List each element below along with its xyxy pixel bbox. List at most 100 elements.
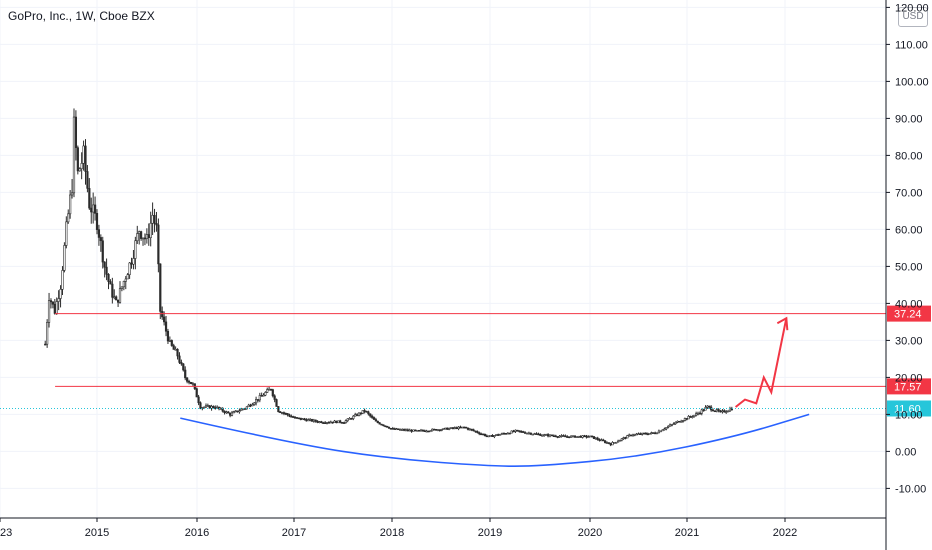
candle-body: [680, 420, 683, 423]
candle-body: [523, 432, 527, 434]
candle-body: [459, 426, 462, 429]
candle-body: [57, 298, 60, 302]
candle-body: [105, 266, 108, 275]
candle-body: [431, 428, 434, 432]
candle-body: [74, 116, 78, 148]
candle-body: [84, 145, 87, 172]
rounding-bottom-arc: [180, 413, 810, 468]
y-tick-label: -10.00: [895, 483, 926, 495]
candle-body: [344, 420, 347, 423]
candle-body: [292, 416, 295, 418]
candle-body: [153, 214, 156, 224]
candle-body: [652, 432, 655, 434]
candle-body: [708, 405, 711, 408]
candle-body: [168, 340, 171, 342]
candle-body: [346, 418, 349, 421]
candle-body: [451, 427, 455, 429]
candle-body: [63, 245, 66, 271]
candle-body: [657, 430, 661, 434]
candle-body: [320, 421, 323, 423]
candle-body: [605, 442, 609, 444]
candle-body: [502, 433, 506, 435]
candle-body: [130, 262, 133, 265]
candle-body: [189, 382, 193, 385]
candle-body: [663, 428, 666, 431]
candle-body: [650, 432, 653, 434]
candle-body: [49, 300, 53, 303]
candle-body: [247, 404, 250, 408]
candle-body: [145, 234, 148, 239]
candle-body: [414, 429, 417, 432]
candle-body: [90, 207, 93, 213]
candle-body: [577, 435, 580, 438]
candle-body: [210, 406, 213, 409]
candle-body: [46, 322, 49, 345]
candle-body: [318, 421, 321, 423]
candle-body: [236, 410, 239, 413]
price-label: 37.24: [894, 309, 922, 321]
candle-body: [348, 418, 351, 420]
candle-body: [560, 435, 563, 437]
candle-body: [70, 192, 74, 196]
y-tick-label: 10.00: [895, 409, 923, 421]
candle-body: [187, 381, 191, 383]
candle-body: [195, 388, 198, 398]
candle-body: [65, 221, 68, 246]
candle-body: [618, 439, 622, 442]
x-tick-label: 2015: [85, 527, 109, 539]
candle-body: [219, 408, 222, 410]
candle-body: [631, 434, 635, 437]
candle-body: [516, 429, 519, 432]
candle-body: [115, 296, 118, 301]
candle-body: [126, 274, 129, 280]
candle-body: [212, 406, 215, 408]
candle-body: [107, 274, 110, 282]
candle-body: [676, 420, 679, 423]
x-tick-label: 2016: [185, 527, 209, 539]
candle-body: [395, 428, 398, 431]
candle-body: [706, 405, 709, 408]
x-tick-label: 2018: [380, 527, 404, 539]
candle-body: [387, 427, 391, 429]
y-tick-label: 40.00: [895, 298, 923, 310]
candle-body: [558, 435, 561, 438]
candle-body: [550, 434, 554, 437]
candle-body: [717, 409, 720, 412]
candle-body: [591, 435, 594, 438]
candle-body: [416, 429, 419, 432]
candle-body: [290, 415, 293, 418]
candle-body: [243, 408, 247, 410]
candle-body: [438, 429, 441, 431]
candle-body: [178, 355, 181, 363]
candle-body: [446, 427, 449, 430]
candle-body: [425, 430, 428, 433]
candle-body: [393, 428, 396, 430]
candle-body: [672, 423, 675, 426]
candle-body: [203, 406, 206, 409]
candle-body: [626, 435, 629, 439]
candle-body: [99, 237, 102, 242]
candle-body: [442, 428, 445, 430]
candle-body: [329, 421, 332, 424]
candle-body: [678, 420, 681, 423]
candle-body: [180, 362, 183, 365]
candle-body: [249, 404, 252, 407]
candle-body: [648, 433, 651, 435]
currency-button[interactable]: USD: [898, 7, 928, 27]
candle-body: [681, 420, 685, 422]
candle-body: [384, 425, 387, 428]
candle-body: [493, 435, 496, 438]
candle-body: [109, 281, 112, 285]
candle-body: [418, 429, 421, 432]
candle-body: [232, 411, 235, 414]
candle-body: [545, 434, 548, 436]
candle-body: [641, 432, 644, 435]
candle-body: [695, 413, 698, 416]
candle-body: [216, 406, 219, 409]
candle-body: [607, 442, 610, 444]
x-tick-label: 2020: [578, 527, 602, 539]
candle-body: [711, 409, 715, 412]
candle-body: [391, 428, 394, 430]
candle-body: [82, 145, 85, 164]
